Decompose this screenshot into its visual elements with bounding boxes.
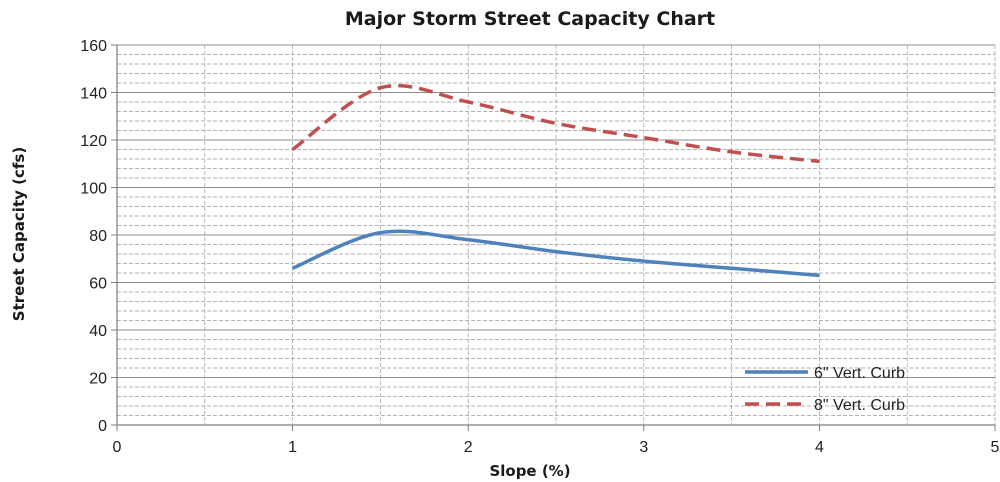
y-tick-label: 80 [89, 228, 107, 245]
y-axis-ticks: 0 20 40 60 80 100 120 140 160 [80, 38, 117, 435]
x-tick-label: 3 [639, 439, 648, 456]
y-tick-label: 20 [89, 371, 107, 388]
series-lines [291, 83, 820, 278]
y-tick-label: 120 [80, 133, 107, 150]
y-tick-label: 160 [80, 38, 107, 55]
y-tick-label: 100 [80, 181, 107, 198]
series-line-1 [291, 229, 820, 278]
legend-label-2: 8" Vert. Curb [814, 397, 905, 414]
x-tick-label: 0 [113, 439, 122, 456]
y-axis-label: Street Capacity (cfs) [10, 147, 28, 321]
y-tick-label: 140 [80, 86, 107, 103]
y-tick-label: 60 [89, 276, 107, 293]
x-tick-label: 1 [288, 439, 297, 456]
x-tick-label: 2 [464, 439, 473, 456]
x-axis-ticks: 0 1 2 3 4 5 [113, 425, 1000, 456]
grid-lines [117, 44, 996, 425]
legend-label-1: 6" Vert. Curb [814, 365, 905, 382]
y-tick-label: 40 [89, 323, 107, 340]
legend: 6" Vert. Curb 8" Vert. Curb [745, 365, 905, 414]
chart-title: Major Storm Street Capacity Chart [345, 8, 715, 30]
x-tick-label: 4 [815, 439, 824, 456]
series-line-2 [291, 83, 820, 164]
x-axis-label: Slope (%) [489, 462, 570, 480]
x-tick-label: 5 [991, 439, 1000, 456]
y-tick-label: 0 [98, 418, 107, 435]
